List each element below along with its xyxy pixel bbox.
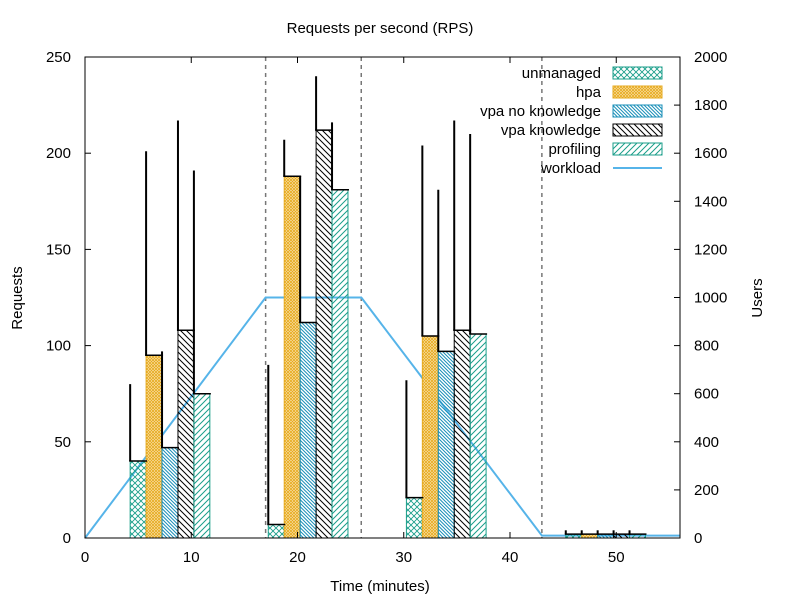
y2-tick-label: 1800 (694, 97, 727, 114)
bar-vpa-no-knowledge-2 (437, 350, 455, 539)
y2-tick-label: 2000 (694, 49, 727, 66)
y2-tick-label: 1200 (694, 241, 727, 258)
y2-axis-title: Users (749, 278, 766, 317)
bar-unmanaged-2 (405, 497, 423, 539)
bar-vpa-no-knowledge-0 (161, 447, 179, 539)
bar-vpa-knowledge-2 (453, 329, 471, 539)
x-axis: 0 10 20 30 40 50 (81, 57, 625, 566)
y2-tick-label: 1000 (694, 290, 727, 307)
y2-tick-label: 800 (694, 338, 719, 355)
chart-title: Requests per second (RPS) (287, 20, 474, 37)
y-tick-label: 250 (46, 49, 71, 66)
x-tick-label: 20 (289, 549, 306, 566)
legend-swatch-vpa-knowledge (612, 123, 663, 137)
bar-vpa-no-knowledge-1 (299, 322, 317, 539)
y-tick-label: 0 (63, 530, 71, 547)
y2-tick-label: 400 (694, 434, 719, 451)
y-axis-right: 0 200 400 600 800 1000 1200 1400 1600 1800 2000 (674, 49, 727, 547)
y2-tick-label: 600 (694, 386, 719, 403)
bar-hpa-0 (145, 354, 163, 539)
x-axis-title: Time (minutes) (330, 578, 429, 595)
y-tick-label: 100 (46, 338, 71, 355)
x-tick-label: 10 (183, 549, 200, 566)
y2-tick-label: 0 (694, 530, 702, 547)
bar-vpa-knowledge-0 (177, 329, 195, 539)
x-tick-label: 30 (395, 549, 412, 566)
bar-vpa-knowledge-1 (315, 129, 333, 539)
bar-profiling-0 (193, 393, 211, 539)
legend-label-hpa: hpa (576, 84, 602, 101)
legend-swatch-profiling (612, 142, 663, 156)
x-tick-label: 40 (502, 549, 519, 566)
y-axis-title: Requests (9, 266, 26, 329)
bar-unmanaged-0 (129, 460, 147, 539)
bar-unmanaged-1 (267, 524, 285, 539)
y-tick-label: 150 (46, 241, 71, 258)
y-tick-label: 200 (46, 145, 71, 162)
legend-label-vpa-knowledge: vpa knowledge (501, 122, 601, 139)
error-bars-layer (129, 76, 647, 535)
y2-tick-label: 200 (694, 482, 719, 499)
y2-tick-label: 1600 (694, 145, 727, 162)
legend-swatch-unmanaged (612, 66, 663, 80)
y2-tick-label: 1400 (694, 193, 727, 210)
x-tick-label: 0 (81, 549, 89, 566)
legend-label-workload: workload (540, 160, 601, 177)
bar-hpa-2 (421, 335, 439, 539)
bar-profiling-1 (331, 189, 349, 539)
legend-swatch-hpa (612, 85, 663, 99)
legend-swatch-vpa-no-knowledge (612, 104, 663, 118)
legend-label-vpa-no-knowledge: vpa no knowledge (480, 103, 601, 120)
bar-hpa-1 (283, 175, 301, 539)
x-tick-label: 50 (608, 549, 625, 566)
legend-label-profiling: profiling (548, 141, 601, 158)
y-axis-left: 0 50 100 150 200 250 (46, 49, 91, 547)
legend: unmanaged hpa vpa no knowledge vpa knowledg… (480, 65, 663, 177)
legend-label-unmanaged: unmanaged (522, 65, 601, 82)
y-tick-label: 50 (54, 434, 71, 451)
bar-profiling-2 (469, 333, 487, 539)
